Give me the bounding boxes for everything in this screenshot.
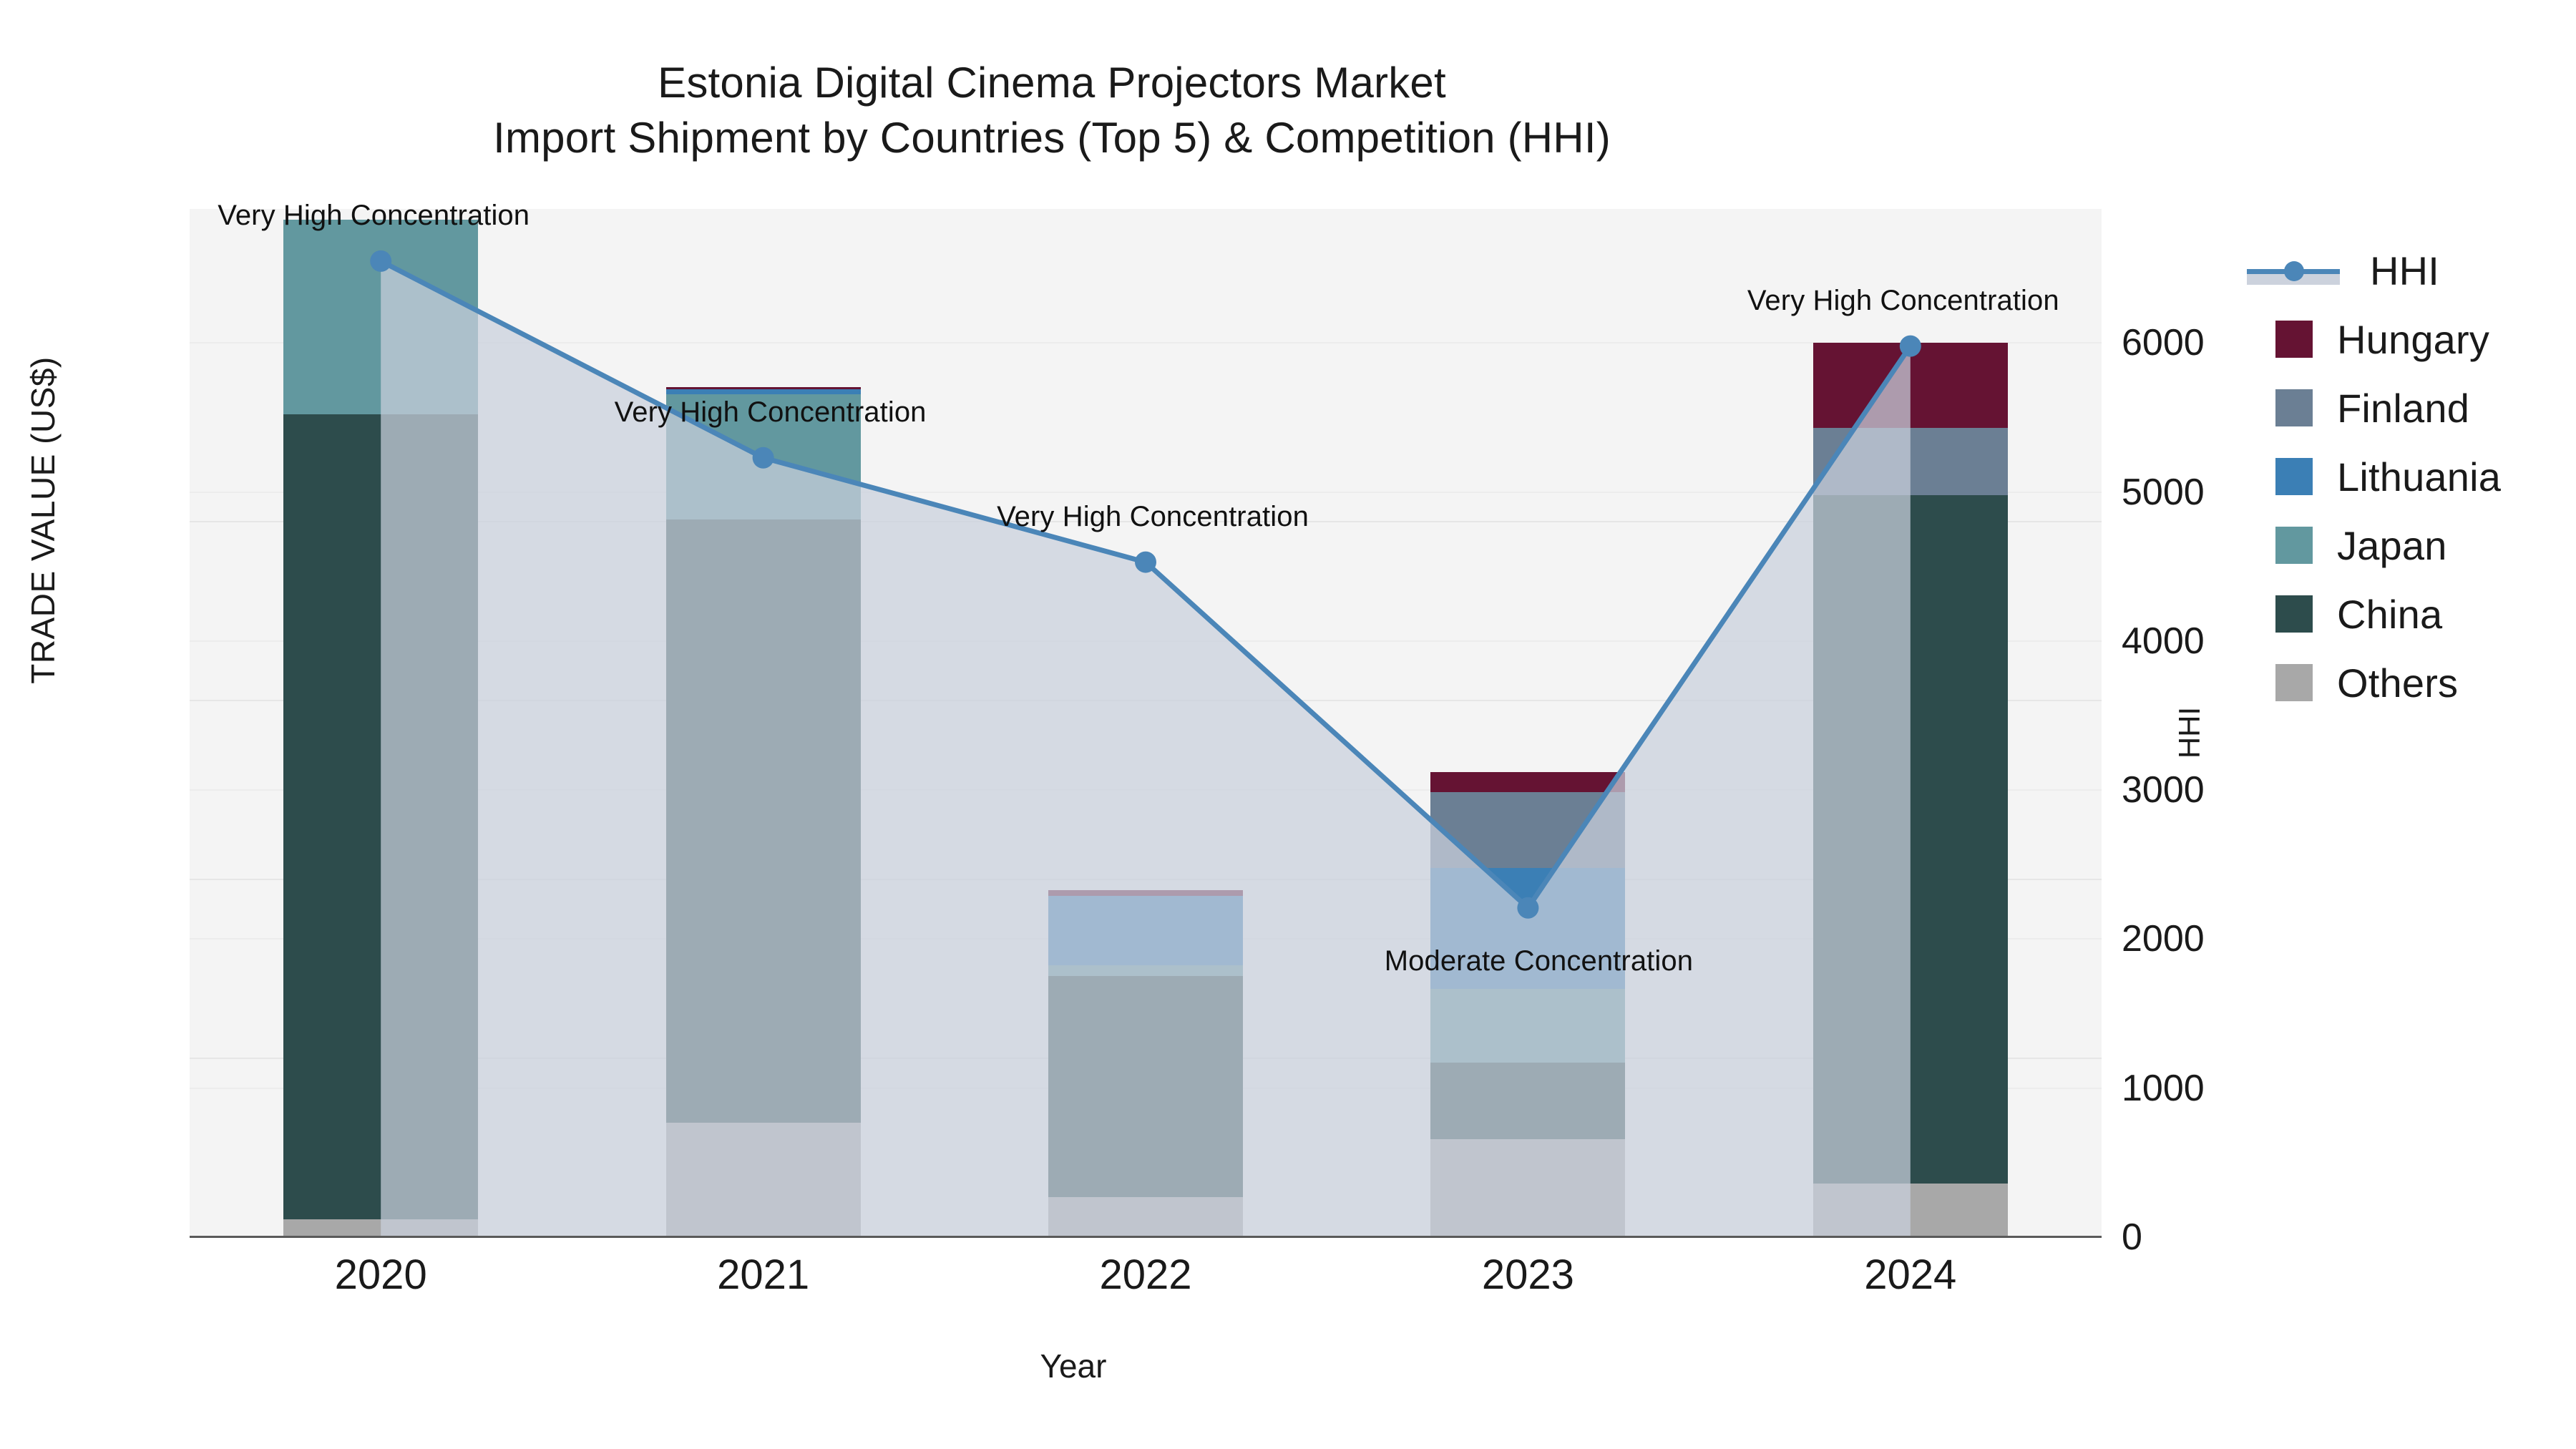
legend-swatch-japan bbox=[2275, 527, 2313, 564]
x-tick-2021: 2021 bbox=[717, 1252, 810, 1298]
x-axis-line bbox=[190, 1236, 2102, 1238]
annotation-2022: Very High Concentration bbox=[997, 500, 1309, 532]
annotation-2024: Very High Concentration bbox=[1747, 284, 2059, 316]
legend-label: Hungary bbox=[2337, 316, 2490, 362]
y-axis-left-label: TRADE VALUE (US$) bbox=[24, 356, 62, 684]
bar-segment-hungary[interactable] bbox=[1430, 772, 1626, 792]
legend-label: Lithuania bbox=[2337, 454, 2502, 499]
legend-label: HHI bbox=[2370, 248, 2440, 293]
x-tick-2023: 2023 bbox=[1481, 1252, 1574, 1298]
hhi-point-2022[interactable] bbox=[1135, 551, 1156, 573]
legend-item-hungary[interactable]: Hungary bbox=[2275, 305, 2576, 374]
bar-segment-lithuania[interactable] bbox=[1048, 895, 1243, 966]
x-tick-2020: 2020 bbox=[334, 1252, 427, 1298]
bar-segment-hungary[interactable] bbox=[1048, 890, 1243, 896]
x-tick-2022: 2022 bbox=[1099, 1252, 1192, 1298]
legend-item-finland[interactable]: Finland bbox=[2275, 374, 2576, 442]
x-tick-2024: 2024 bbox=[1864, 1252, 1957, 1298]
y-tick-right: 1000 bbox=[2122, 1067, 2205, 1109]
legend-item-hhi[interactable]: HHI bbox=[2247, 236, 2576, 305]
legend-swatch-finland bbox=[2275, 389, 2313, 426]
chart-subtitle: Import Shipment by Countries (Top 5) & C… bbox=[493, 113, 1611, 162]
legend-swatch-others bbox=[2275, 664, 2313, 701]
annotation-2021: Very High Concentration bbox=[614, 396, 927, 428]
bar-segment-china[interactable] bbox=[665, 519, 861, 1123]
bar-segment-china[interactable] bbox=[1430, 1063, 1626, 1139]
bar-segment-japan[interactable] bbox=[283, 220, 479, 415]
y-tick-right: 5000 bbox=[2122, 471, 2205, 513]
bar-segment-china[interactable] bbox=[283, 414, 479, 1220]
legend-label: Finland bbox=[2337, 385, 2470, 431]
y-tick-right: 4000 bbox=[2122, 620, 2205, 662]
bar-segment-others[interactable] bbox=[1430, 1138, 1626, 1237]
x-axis-label: Year bbox=[1040, 1347, 1107, 1385]
legend-item-china[interactable]: China bbox=[2275, 580, 2576, 648]
bar-stack[interactable] bbox=[1813, 343, 2008, 1237]
bar-segment-finland[interactable] bbox=[1813, 428, 2008, 495]
y-tick-right: 0 bbox=[2122, 1216, 2142, 1258]
bar-stack[interactable] bbox=[1430, 772, 1626, 1237]
legend-label: Japan bbox=[2337, 522, 2447, 568]
bar-stack[interactable] bbox=[665, 386, 861, 1237]
y-tick-right: 2000 bbox=[2122, 918, 2205, 960]
bar-segment-japan[interactable] bbox=[1430, 988, 1626, 1063]
bar-segment-others[interactable] bbox=[283, 1219, 479, 1237]
annotation-2023: Moderate Concentration bbox=[1384, 945, 1694, 977]
annotation-2020: Very High Concentration bbox=[218, 199, 530, 231]
bar-stack[interactable] bbox=[283, 220, 479, 1237]
chart-title-block: Estonia Digital Cinema Projectors Market… bbox=[0, 56, 2104, 166]
bar-segment-others[interactable] bbox=[665, 1123, 861, 1237]
y-tick-right: 3000 bbox=[2122, 769, 2205, 811]
plot-area bbox=[190, 209, 2102, 1237]
legend: HHI Hungary Finland Lithuania Japan China Othe… bbox=[2247, 236, 2576, 717]
legend-label: Others bbox=[2337, 660, 2459, 706]
bar-segment-others[interactable] bbox=[1813, 1184, 2008, 1237]
legend-label: China bbox=[2337, 591, 2443, 637]
legend-line-icon bbox=[2247, 252, 2340, 289]
hhi-line bbox=[379, 258, 1913, 911]
bar-segment-finland[interactable] bbox=[1430, 791, 1626, 868]
legend-swatch-lithuania bbox=[2275, 458, 2313, 495]
bar-segment-hungary[interactable] bbox=[1813, 343, 2008, 429]
bar-segment-china[interactable] bbox=[1048, 976, 1243, 1197]
legend-swatch-hungary bbox=[2275, 321, 2313, 358]
legend-swatch-china bbox=[2275, 595, 2313, 633]
bar-segment-japan[interactable] bbox=[1048, 965, 1243, 977]
y-tick-right: 6000 bbox=[2122, 322, 2205, 364]
legend-item-lithuania[interactable]: Lithuania bbox=[2275, 442, 2576, 511]
legend-item-others[interactable]: Others bbox=[2275, 648, 2576, 717]
bar-segment-others[interactable] bbox=[1048, 1196, 1243, 1237]
legend-item-japan[interactable]: Japan bbox=[2275, 511, 2576, 580]
bar-segment-hungary[interactable] bbox=[665, 386, 861, 390]
chart-title: Estonia Digital Cinema Projectors Market bbox=[658, 59, 1446, 107]
bar-stack[interactable] bbox=[1048, 890, 1243, 1237]
bar-segment-china[interactable] bbox=[1813, 494, 2008, 1184]
plot-inner bbox=[190, 209, 2102, 1237]
bar-segment-lithuania[interactable] bbox=[665, 389, 861, 394]
